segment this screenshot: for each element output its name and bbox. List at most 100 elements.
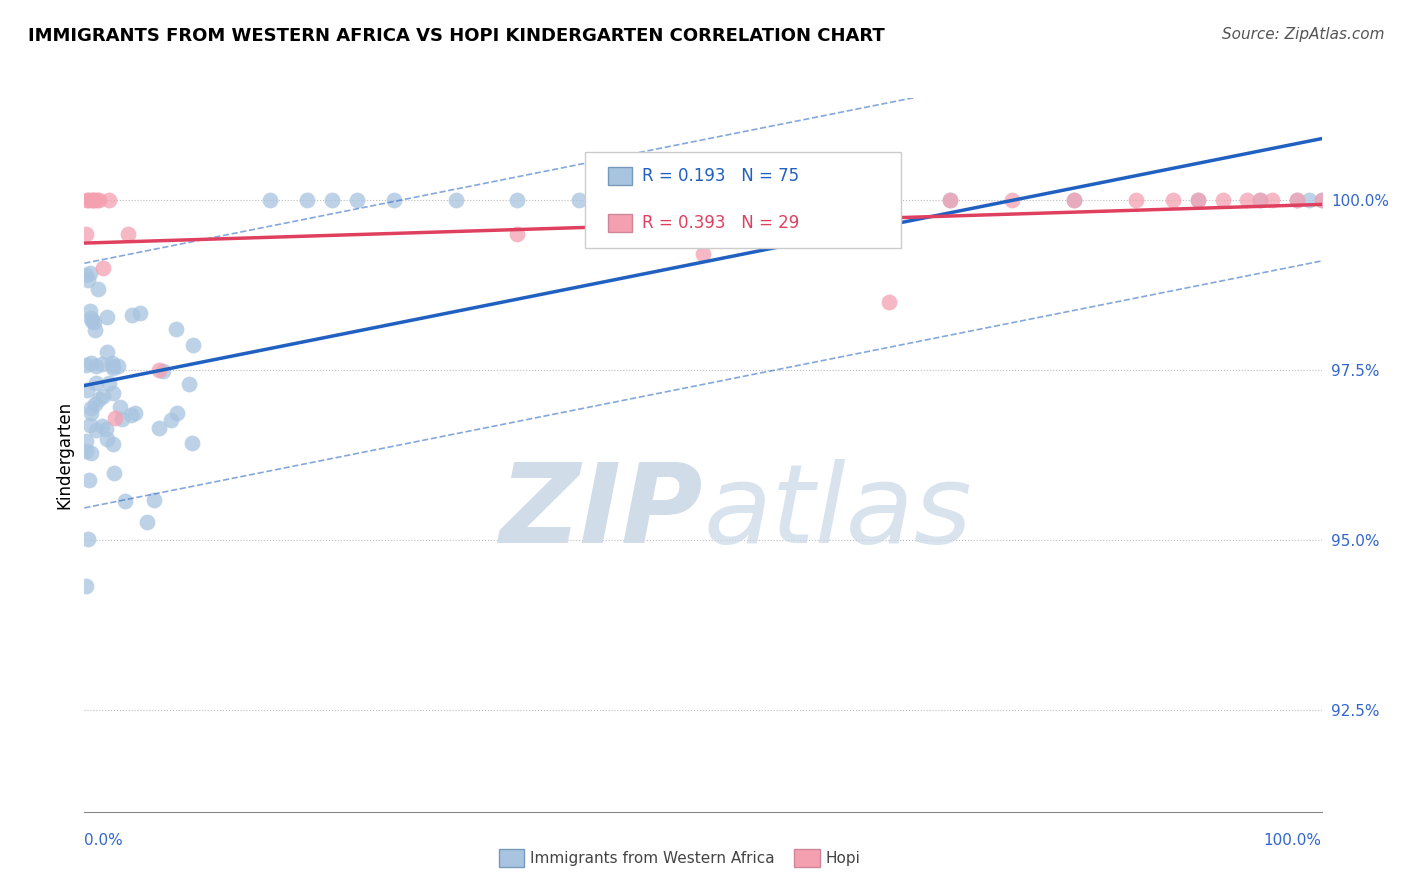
- Point: [152, 364, 174, 378]
- Point: [75, 434, 97, 448]
- Point: [96, 432, 118, 446]
- Point: [128, 306, 150, 320]
- Point: [77, 473, 100, 487]
- Text: Immigrants from Western Africa: Immigrants from Western Africa: [530, 852, 775, 866]
- Point: [1187, 193, 1209, 207]
- Point: [1212, 193, 1234, 207]
- Point: [101, 437, 124, 451]
- Text: Source: ZipAtlas.com: Source: ZipAtlas.com: [1222, 27, 1385, 42]
- Point: [79, 407, 101, 421]
- Point: [96, 345, 118, 359]
- Point: [80, 356, 103, 370]
- Text: R = 0.193   N = 75: R = 0.193 N = 75: [643, 168, 800, 186]
- Point: [89, 193, 111, 207]
- Point: [79, 266, 101, 280]
- Point: [120, 408, 142, 422]
- Point: [1249, 193, 1271, 207]
- Point: [76, 532, 98, 546]
- Point: [692, 193, 714, 207]
- Point: [1261, 193, 1284, 207]
- Point: [382, 193, 405, 207]
- Point: [1161, 193, 1184, 207]
- Point: [121, 309, 143, 323]
- Point: [86, 193, 108, 207]
- Point: [124, 406, 146, 420]
- Point: [77, 193, 100, 207]
- Point: [877, 295, 900, 310]
- Point: [1310, 193, 1333, 207]
- Point: [101, 356, 124, 370]
- Point: [87, 282, 110, 296]
- Point: [75, 358, 97, 372]
- Point: [76, 383, 98, 397]
- Point: [84, 376, 107, 391]
- Text: Hopi: Hopi: [825, 852, 860, 866]
- Point: [165, 322, 187, 336]
- Bar: [607, 214, 633, 232]
- Point: [75, 443, 97, 458]
- Point: [91, 389, 114, 403]
- Point: [135, 515, 157, 529]
- Point: [1001, 193, 1024, 207]
- Point: [939, 193, 962, 207]
- Point: [101, 359, 124, 373]
- Point: [80, 401, 103, 415]
- Point: [346, 193, 368, 207]
- Point: [79, 193, 101, 207]
- Point: [108, 400, 131, 414]
- Text: R = 0.393   N = 29: R = 0.393 N = 29: [643, 214, 800, 232]
- Point: [177, 376, 200, 391]
- Point: [84, 323, 107, 337]
- Point: [79, 304, 101, 318]
- FancyBboxPatch shape: [585, 152, 901, 248]
- Point: [1298, 193, 1320, 207]
- Point: [82, 193, 104, 207]
- Point: [1285, 193, 1308, 207]
- Point: [148, 421, 170, 435]
- Point: [444, 193, 467, 207]
- Point: [75, 268, 97, 283]
- Point: [103, 386, 125, 401]
- Point: [166, 406, 188, 420]
- Point: [96, 310, 118, 325]
- Point: [181, 435, 204, 450]
- Point: [148, 363, 170, 377]
- Text: ZIP: ZIP: [499, 458, 703, 566]
- Point: [107, 359, 129, 373]
- Point: [79, 310, 101, 325]
- Point: [568, 193, 591, 207]
- Point: [1063, 193, 1085, 207]
- Text: IMMIGRANTS FROM WESTERN AFRICA VS HOPI KINDERGARTEN CORRELATION CHART: IMMIGRANTS FROM WESTERN AFRICA VS HOPI K…: [28, 27, 884, 45]
- Point: [939, 193, 962, 207]
- Point: [111, 412, 134, 426]
- Point: [160, 412, 183, 426]
- Point: [83, 315, 105, 329]
- Point: [84, 397, 107, 411]
- Point: [79, 417, 101, 432]
- Point: [815, 193, 838, 207]
- Point: [321, 193, 343, 207]
- Point: [506, 193, 529, 207]
- Text: 0.0%: 0.0%: [84, 833, 124, 848]
- Point: [76, 193, 98, 207]
- Point: [83, 193, 105, 207]
- Point: [84, 359, 107, 373]
- Y-axis label: Kindergarten: Kindergarten: [55, 401, 73, 509]
- Point: [97, 376, 120, 390]
- Point: [295, 193, 318, 207]
- Point: [91, 260, 114, 275]
- Point: [75, 227, 97, 241]
- Point: [114, 494, 136, 508]
- Point: [143, 492, 166, 507]
- Point: [1310, 193, 1333, 207]
- Point: [815, 227, 838, 241]
- Point: [94, 422, 117, 436]
- Point: [98, 193, 121, 207]
- Point: [181, 337, 204, 351]
- Point: [1125, 193, 1147, 207]
- Point: [259, 193, 281, 207]
- Point: [1249, 193, 1271, 207]
- Point: [79, 446, 101, 460]
- Point: [90, 419, 112, 434]
- Bar: [607, 168, 633, 186]
